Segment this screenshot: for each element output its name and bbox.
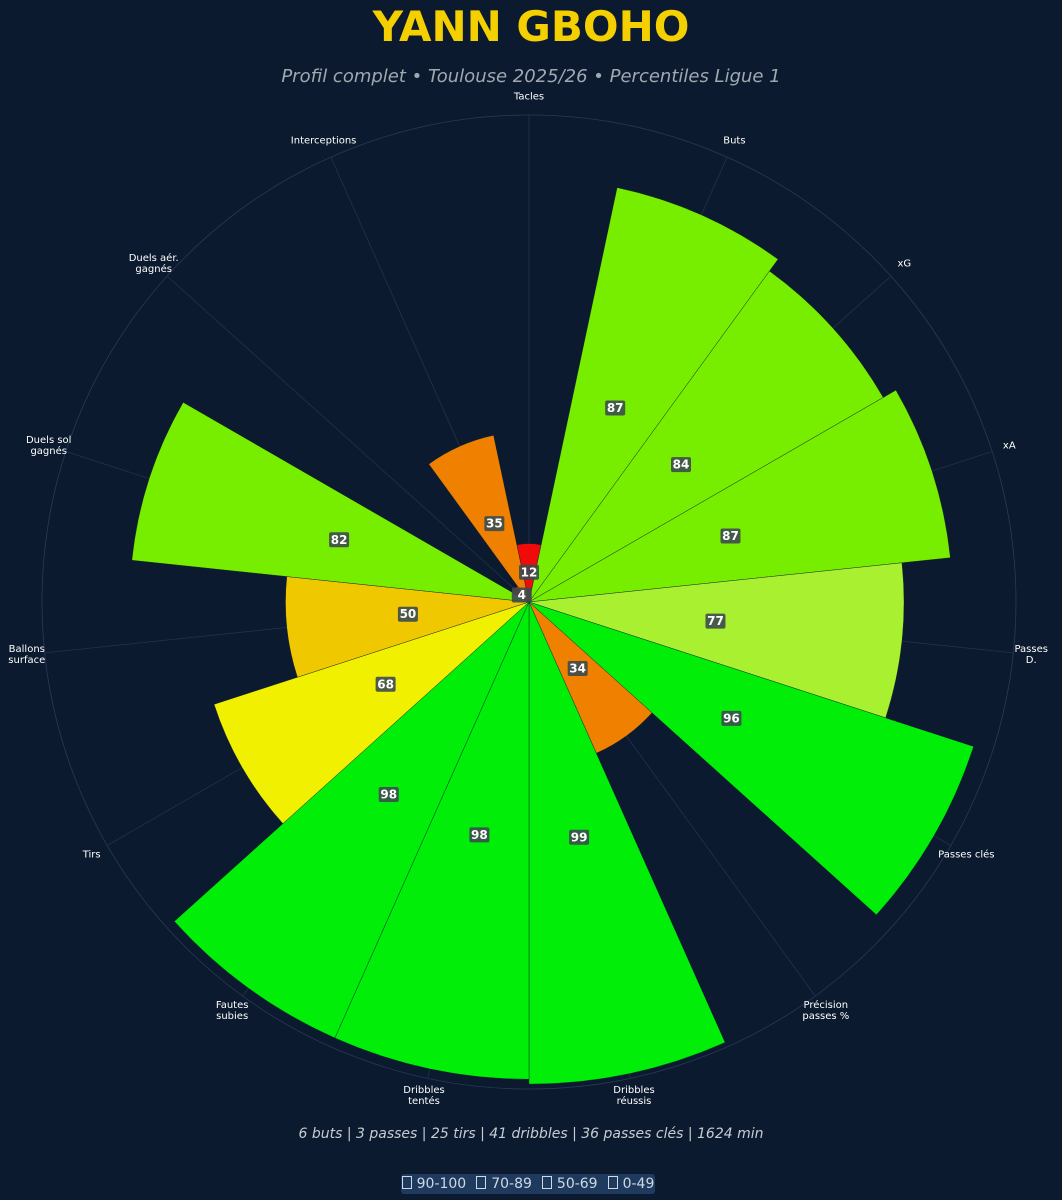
value-label-box bbox=[469, 827, 490, 843]
value-label-box bbox=[511, 587, 532, 603]
value-label-box bbox=[569, 829, 590, 845]
chart-title: YANN GBOHO bbox=[372, 2, 690, 51]
bars bbox=[131, 187, 974, 1085]
value-label: 34 bbox=[569, 661, 586, 675]
value-label: 84 bbox=[673, 458, 690, 472]
category-label: Passes clés bbox=[938, 849, 995, 860]
value-label-box bbox=[484, 516, 505, 532]
footer: 6 buts | 3 passes | 25 tirs | 41 dribble… bbox=[298, 1126, 764, 1142]
category-label: Fautes subies bbox=[215, 999, 249, 1022]
category-label: Dribbles réussis bbox=[613, 1084, 655, 1107]
value-label-box bbox=[720, 528, 741, 544]
value-label: 12 bbox=[521, 565, 538, 579]
value-label-box bbox=[671, 457, 692, 473]
value-label: 50 bbox=[400, 607, 417, 621]
value-label-box bbox=[375, 676, 396, 692]
chart-subtitle: Profil complet • Toulouse 2025/26 • Perc… bbox=[281, 66, 781, 87]
category-label: Tirs bbox=[82, 849, 101, 860]
value-label-box bbox=[378, 787, 399, 803]
value-label: 68 bbox=[377, 677, 394, 691]
value-label-box bbox=[567, 660, 588, 676]
value-label: 77 bbox=[707, 614, 724, 628]
bar bbox=[428, 435, 530, 603]
value-label: 87 bbox=[722, 529, 739, 543]
value-label: 98 bbox=[471, 828, 488, 842]
spoke bbox=[166, 275, 530, 603]
bar bbox=[528, 601, 974, 916]
value-label-box bbox=[605, 400, 626, 416]
bar bbox=[528, 389, 951, 603]
category-label: Passes D. bbox=[1014, 643, 1048, 666]
category-label: xA bbox=[1002, 440, 1016, 452]
value-label-box bbox=[519, 564, 539, 580]
bar bbox=[131, 402, 530, 603]
value-label-box bbox=[329, 532, 350, 548]
category-label: Duels sol gagnés bbox=[25, 434, 72, 457]
value-label-box bbox=[397, 606, 418, 622]
bar bbox=[213, 601, 530, 824]
value-label: 4 bbox=[518, 588, 526, 602]
bar bbox=[528, 270, 884, 603]
category-label: Tacles bbox=[513, 91, 545, 103]
category-label: Dribbles tentés bbox=[403, 1084, 445, 1107]
category-label: Buts bbox=[723, 135, 746, 147]
value-label: 98 bbox=[380, 788, 397, 802]
bar bbox=[174, 601, 530, 1039]
value-label-box bbox=[721, 710, 742, 726]
bar bbox=[334, 601, 530, 1080]
value-label: 35 bbox=[486, 517, 503, 531]
legend-entry: 90-100 bbox=[402, 1176, 467, 1192]
legend-entry: 50-69 bbox=[542, 1176, 598, 1192]
value-label: 99 bbox=[571, 830, 588, 844]
value-labels: 12 87 84 87 77 96 34 99 98 98 68 50 82 4 35 bbox=[329, 400, 742, 845]
legend-entry: 0-49 bbox=[608, 1176, 655, 1192]
category-label: xG bbox=[897, 258, 912, 270]
legend-entry: 70-89 bbox=[476, 1176, 532, 1192]
value-label: 82 bbox=[331, 533, 348, 547]
category-label: Précision passes % bbox=[802, 999, 850, 1022]
bar bbox=[528, 601, 726, 1085]
value-label: 87 bbox=[607, 401, 624, 415]
value-label-box bbox=[705, 613, 726, 629]
category-label: Interceptions bbox=[290, 135, 357, 147]
category-label: Ballons surface bbox=[8, 643, 46, 666]
bar bbox=[528, 562, 905, 719]
legend: 90-100 70-89 50-69 0-49 bbox=[401, 1174, 655, 1194]
value-label: 96 bbox=[723, 711, 740, 725]
category-label: Duels aér. gagnés bbox=[128, 253, 179, 276]
bar bbox=[528, 187, 779, 603]
